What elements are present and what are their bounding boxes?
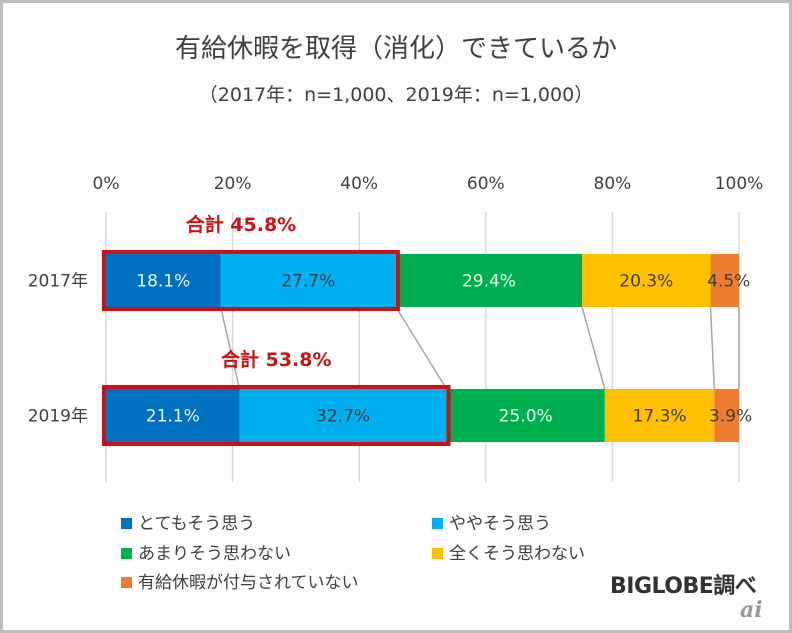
data-label: 3.9% — [709, 407, 752, 427]
data-label: 27.7% — [281, 272, 335, 292]
x-tick-label: 0% — [93, 174, 120, 194]
legend-item: 有給休暇が付与されていない — [121, 568, 359, 593]
series-connector-line — [581, 306, 606, 390]
x-tick-label: 80% — [594, 174, 632, 194]
legend-swatch — [432, 548, 443, 559]
bars: 18.1% 27.7% 29.4% 20.3% 4.5% 21.1% 32.7% 25.0% 1… — [106, 254, 752, 442]
data-label: 32.7% — [316, 407, 370, 427]
watermark-logo: ai — [740, 597, 763, 623]
bar-segment — [714, 389, 739, 442]
legend-label: 全くそう思わない — [449, 544, 585, 564]
legend-label: あまりそう思わない — [138, 544, 291, 564]
bar-segment — [395, 254, 583, 307]
highlight-box — [102, 250, 400, 311]
bar-segment — [220, 254, 396, 307]
legend-item: ややそう思う — [432, 509, 551, 534]
data-label: 25.0% — [499, 407, 553, 427]
legend-label: 有給休暇が付与されていない — [138, 573, 359, 593]
x-axis-ticks: 0% 20% 40% 60% 80% 100% — [93, 174, 764, 194]
legend-swatch — [121, 577, 132, 588]
annotations: 合計 45.8% 合計 53.8% — [102, 213, 451, 446]
data-label: 18.1% — [136, 272, 190, 292]
x-tick-label: 60% — [467, 174, 505, 194]
series-connector-line — [395, 306, 448, 390]
x-tick-label: 20% — [214, 174, 252, 194]
legend-item: とてもそう思う — [121, 509, 255, 534]
bar-segment — [106, 389, 240, 442]
total-annotation: 合計 53.8% — [221, 348, 332, 371]
category-labels: 2017年 2019年 — [28, 272, 88, 427]
bar-segment — [446, 389, 605, 442]
bar-segment — [710, 254, 739, 307]
bar-segment — [239, 389, 447, 442]
data-label: 29.4% — [462, 272, 516, 292]
legend-swatch — [121, 548, 132, 559]
data-label: 20.3% — [619, 272, 673, 292]
highlight-box — [102, 385, 451, 446]
legend-swatch — [432, 518, 443, 529]
category-label: 2017年 — [28, 272, 88, 292]
bar-segment — [582, 254, 711, 307]
legend-swatch — [121, 518, 132, 529]
total-annotation: 合計 45.8% — [186, 213, 297, 236]
legend-label: ややそう思う — [449, 514, 551, 534]
data-label: 21.1% — [146, 407, 200, 427]
category-label: 2019年 — [28, 407, 88, 427]
x-tick-label: 100% — [715, 174, 764, 194]
x-tick-label: 40% — [340, 174, 378, 194]
bar-segment — [106, 254, 221, 307]
legend-item: あまりそう思わない — [121, 539, 291, 564]
source-label: BIGLOBE調べ — [610, 574, 757, 599]
bar-segment — [604, 389, 715, 442]
series-connector-line — [709, 306, 716, 390]
legend-item: 全くそう思わない — [432, 539, 585, 564]
series-connector-line — [219, 306, 241, 390]
legend-label: とてもそう思う — [138, 514, 256, 534]
data-label: 4.5% — [707, 272, 750, 292]
chart-subtitle: （2017年：n=1,000、2019年：n=1,000） — [198, 84, 594, 106]
chart-title: 有給休暇を取得（消化）できているか — [174, 34, 617, 64]
data-label: 17.3% — [633, 407, 687, 427]
connector-lines — [219, 306, 740, 390]
